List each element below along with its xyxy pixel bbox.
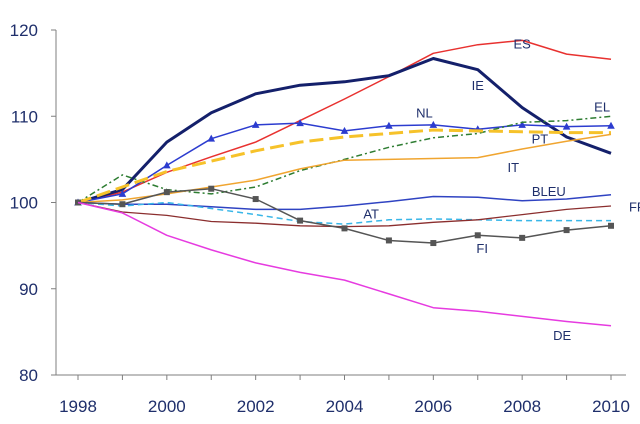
x-tick-label: 2008	[503, 397, 541, 416]
data-point-fi	[252, 196, 259, 203]
data-point-fi	[208, 185, 215, 192]
data-point-nl	[118, 189, 127, 197]
series-label-el: EL	[594, 100, 610, 115]
data-point-fi	[385, 237, 392, 244]
data-point-nl	[607, 121, 615, 129]
series-line-ie	[77, 57, 612, 204]
data-point-nl	[385, 121, 393, 129]
data-point-fi	[297, 217, 304, 224]
series-label-fr: FR	[629, 200, 640, 215]
y-tick-label: 80	[19, 366, 38, 385]
x-tick-label: 2006	[414, 397, 452, 416]
data-point-fi	[119, 201, 126, 208]
y-tick-label: 90	[19, 280, 38, 299]
series-label-bleu: BLEU	[532, 184, 566, 199]
data-point-nl	[562, 122, 571, 130]
series-label-es: ES	[513, 37, 531, 52]
series-label-fi: FI	[476, 241, 488, 256]
x-ticks: 1998 2000 2002 2004 2006 2008 2010	[59, 375, 630, 416]
y-tick-label: 120	[10, 21, 38, 40]
x-tick-label: 2010	[592, 397, 630, 416]
data-point-fi	[474, 232, 481, 239]
y-tick-label: 110	[11, 107, 38, 126]
data-point-fi	[563, 227, 570, 234]
data-point-nl	[296, 119, 304, 127]
series-label-at: AT	[363, 207, 379, 222]
data-point-nl	[207, 134, 216, 142]
series-label-ie: IE	[472, 78, 485, 93]
data-point-fi	[163, 189, 170, 196]
data-point-nl	[429, 120, 438, 128]
x-tick-label: 2000	[148, 397, 186, 416]
data-point-nl	[340, 126, 349, 134]
series-line-pt	[77, 128, 611, 204]
x-tick-label: 1998	[59, 397, 97, 416]
y-ticks: 80 90 100 110 120	[10, 21, 56, 385]
series-label-it: IT	[508, 160, 520, 175]
data-point-fi	[519, 234, 526, 241]
x-tick-label: 2002	[237, 397, 275, 416]
series-label-nl: NL	[416, 106, 433, 121]
series-line-bleu	[77, 193, 612, 211]
data-point-fi	[341, 225, 348, 232]
data-point-fi	[608, 222, 614, 229]
x-tick-label: 2004	[326, 397, 364, 416]
series-label-pt: PT	[532, 132, 549, 147]
series-layer	[74, 39, 615, 327]
data-point-nl	[251, 120, 260, 128]
series-label-layer: ES IE NL EL PT IT BLEU AT FR FI DE	[363, 37, 640, 344]
series-line-de	[77, 201, 612, 327]
data-point-fi	[430, 240, 437, 247]
y-tick-label: 100	[10, 194, 38, 213]
data-point-nl	[518, 120, 526, 128]
data-point-nl	[163, 161, 171, 169]
series-label-de: DE	[553, 328, 571, 343]
